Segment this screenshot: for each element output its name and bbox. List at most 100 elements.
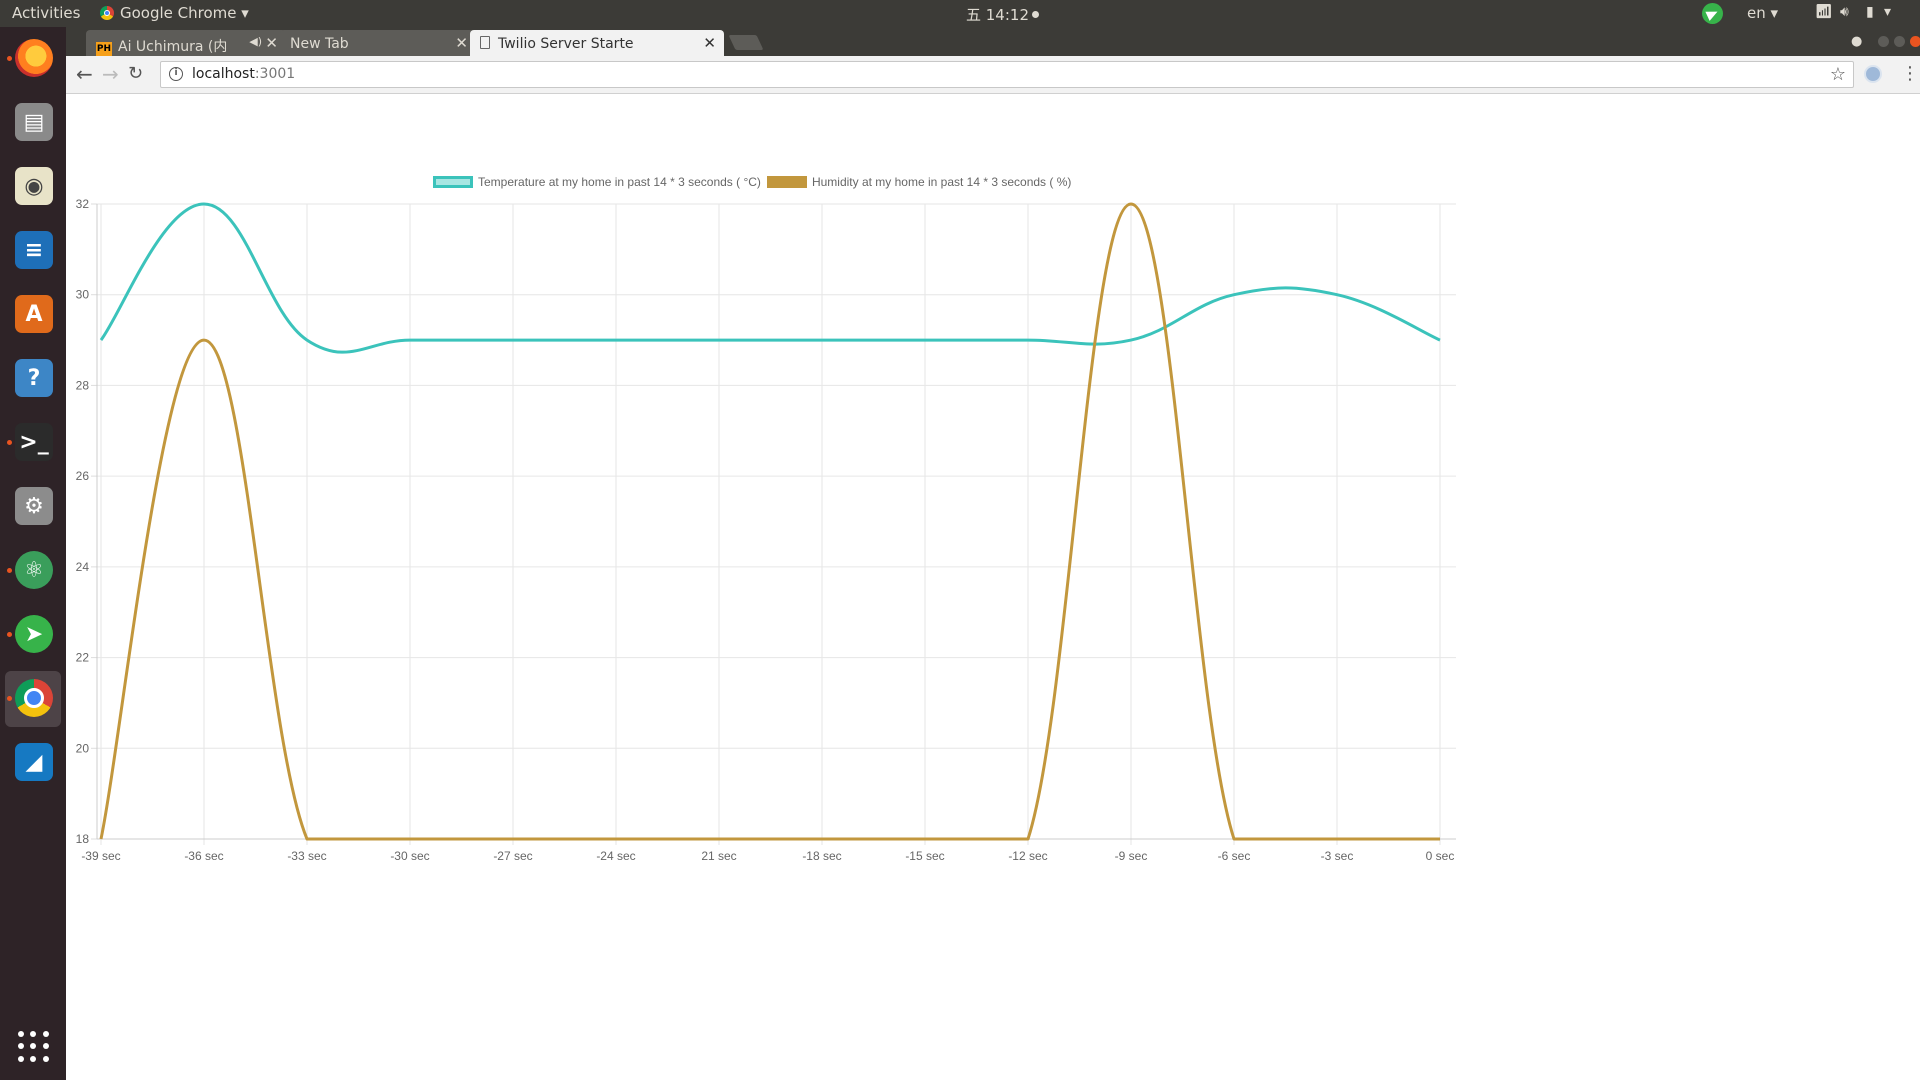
browser-toolbar: ← → ↻ i localhost:3001 ☆ ⋮: [66, 56, 1920, 94]
maximize-window-icon[interactable]: [1894, 36, 1905, 47]
humidity-series-line: [99, 202, 1440, 841]
chart-legend: Temperature at my home in past 14 * 3 se…: [433, 175, 1077, 189]
dock-item-help[interactable]: ?: [5, 351, 61, 407]
clock-label: 五 14:12: [966, 6, 1029, 24]
address-bar[interactable]: i localhost:3001 ☆: [160, 61, 1854, 88]
app-menu[interactable]: Google Chrome ▾: [100, 4, 249, 22]
top-panel: Activities Google Chrome ▾ 五 14:12 en ▾ …: [0, 0, 1920, 27]
y-tick-label: 20: [76, 741, 90, 755]
legend-item-temperature[interactable]: Temperature at my home in past 14 * 3 se…: [433, 175, 761, 189]
bookmark-star-icon[interactable]: ☆: [1829, 64, 1846, 85]
system-menu-icon[interactable]: ▾: [1884, 4, 1892, 20]
close-tab-icon[interactable]: ✕: [455, 34, 468, 52]
notification-dot-icon: [1032, 11, 1039, 18]
clock[interactable]: 五 14:12: [966, 4, 1039, 25]
firefox-icon: [15, 39, 53, 77]
x-tick-label: -24 sec: [596, 849, 635, 863]
dock-item-rhythmbox[interactable]: ◉: [5, 159, 61, 215]
info-icon[interactable]: i: [169, 67, 183, 81]
line-chart: 18 20 22 24 26 28 30 32 -39 sec -36 sec -33 sec -30…: [76, 197, 1456, 863]
y-tick-label: 26: [76, 469, 90, 483]
dock-item-settings[interactable]: ⚙: [5, 479, 61, 535]
legend-swatch: [766, 176, 807, 188]
close-window-icon[interactable]: [1910, 36, 1920, 47]
profile-icon[interactable]: ●: [1851, 34, 1863, 49]
atom-icon: ⚛: [15, 551, 53, 589]
document-favicon: [480, 36, 490, 49]
y-tick-label: 18: [76, 832, 90, 846]
show-applications-icon[interactable]: [18, 1031, 50, 1063]
y-tick-label: 30: [76, 288, 90, 302]
volume-icon[interactable]: 🔊︎: [1840, 4, 1849, 20]
dock-item-software-center[interactable]: A: [5, 287, 61, 343]
dock-item-telegram[interactable]: ➤: [5, 607, 61, 663]
chrome-menu-icon[interactable]: ⋮: [1901, 63, 1919, 84]
y-tick-label: 32: [76, 197, 90, 211]
software-center-icon: A: [15, 295, 53, 333]
x-tick-label: -36 sec: [184, 849, 223, 863]
telegram-tray-icon[interactable]: [1702, 3, 1723, 24]
dock-item-atom[interactable]: ⚛: [5, 543, 61, 599]
page-content: Temperature at my home in past 14 * 3 se…: [66, 94, 1920, 1080]
dock-item-chrome[interactable]: [5, 671, 61, 727]
x-tick-label: 21 sec: [701, 849, 736, 863]
x-tick-label: -18 sec: [802, 849, 841, 863]
language-indicator[interactable]: en ▾: [1747, 4, 1779, 22]
extension-icon[interactable]: [1864, 65, 1882, 83]
x-tick-label: -15 sec: [905, 849, 944, 863]
running-indicator: [7, 696, 12, 701]
x-tick-label: -27 sec: [493, 849, 532, 863]
tab-new-tab[interactable]: New Tab ✕: [280, 30, 476, 56]
wifi-icon[interactable]: 📶︎: [1815, 4, 1833, 20]
tab-title: New Tab: [290, 36, 349, 52]
x-tick-label: -39 sec: [81, 849, 120, 863]
minimize-window-icon[interactable]: [1878, 36, 1889, 47]
legend-item-humidity[interactable]: Humidity at my home in past 14 * 3 secon…: [766, 175, 1072, 189]
chrome-icon: [15, 679, 53, 717]
x-tick-label: -33 sec: [287, 849, 326, 863]
running-indicator: [7, 56, 12, 61]
app-menu-label: Google Chrome ▾: [120, 4, 249, 22]
mute-icon[interactable]: ◀︎): [249, 35, 262, 48]
legend-swatch: [433, 176, 473, 188]
close-tab-icon[interactable]: ✕: [703, 34, 716, 52]
forward-icon[interactable]: →: [102, 62, 119, 86]
y-tick-label: 28: [76, 378, 90, 392]
tab-strip: PH Ai Uchimura (内 ◀︎) ✕ New Tab ✕ Twilio …: [66, 27, 1920, 57]
files-icon: ▤: [15, 103, 53, 141]
rhythmbox-icon: ◉: [15, 167, 53, 205]
dock-item-files[interactable]: ▤: [5, 95, 61, 151]
terminal-icon: >_: [15, 423, 53, 461]
wireshark-icon: ◢: [15, 743, 53, 781]
tab-twilio-server[interactable]: Twilio Server Starte ✕: [470, 30, 724, 57]
dock-item-firefox[interactable]: [5, 31, 61, 87]
legend-label: Temperature at my home in past 14 * 3 se…: [478, 175, 761, 189]
url-text: localhost:3001: [192, 66, 296, 82]
producthunt-favicon: PH: [96, 42, 112, 56]
back-icon[interactable]: ←: [76, 62, 93, 86]
battery-icon[interactable]: ▮: [1866, 4, 1874, 20]
dock-item-writer[interactable]: ≡: [5, 223, 61, 279]
tab-title: Twilio Server Starte: [498, 36, 634, 52]
x-tick-label: -3 sec: [1321, 849, 1354, 863]
dock-item-wireshark[interactable]: ◢: [5, 735, 61, 791]
tab-title: Ai Uchimura (内: [118, 39, 228, 55]
new-tab-button[interactable]: [728, 35, 764, 50]
running-indicator: [7, 440, 12, 445]
x-tick-label: -6 sec: [1218, 849, 1251, 863]
x-tick-label: 0 sec: [1426, 849, 1455, 863]
close-tab-icon[interactable]: ✕: [265, 34, 278, 52]
legend-label: Humidity at my home in past 14 * 3 secon…: [811, 175, 1072, 189]
activities-button[interactable]: Activities: [12, 4, 81, 22]
x-tick-label: -9 sec: [1115, 849, 1148, 863]
temperature-series-line: [99, 202, 1441, 354]
settings-icon: ⚙: [15, 487, 53, 525]
reload-icon[interactable]: ↻: [128, 63, 144, 84]
dock-item-terminal[interactable]: >_: [5, 415, 61, 471]
running-indicator: [7, 568, 12, 573]
x-tick-label: -12 sec: [1008, 849, 1047, 863]
y-tick-label: 24: [76, 560, 90, 574]
telegram-icon: ➤: [15, 615, 53, 653]
chrome-small-icon: [100, 6, 114, 20]
tab-ai-uchimura[interactable]: PH Ai Uchimura (内 ◀︎) ✕: [86, 30, 286, 56]
